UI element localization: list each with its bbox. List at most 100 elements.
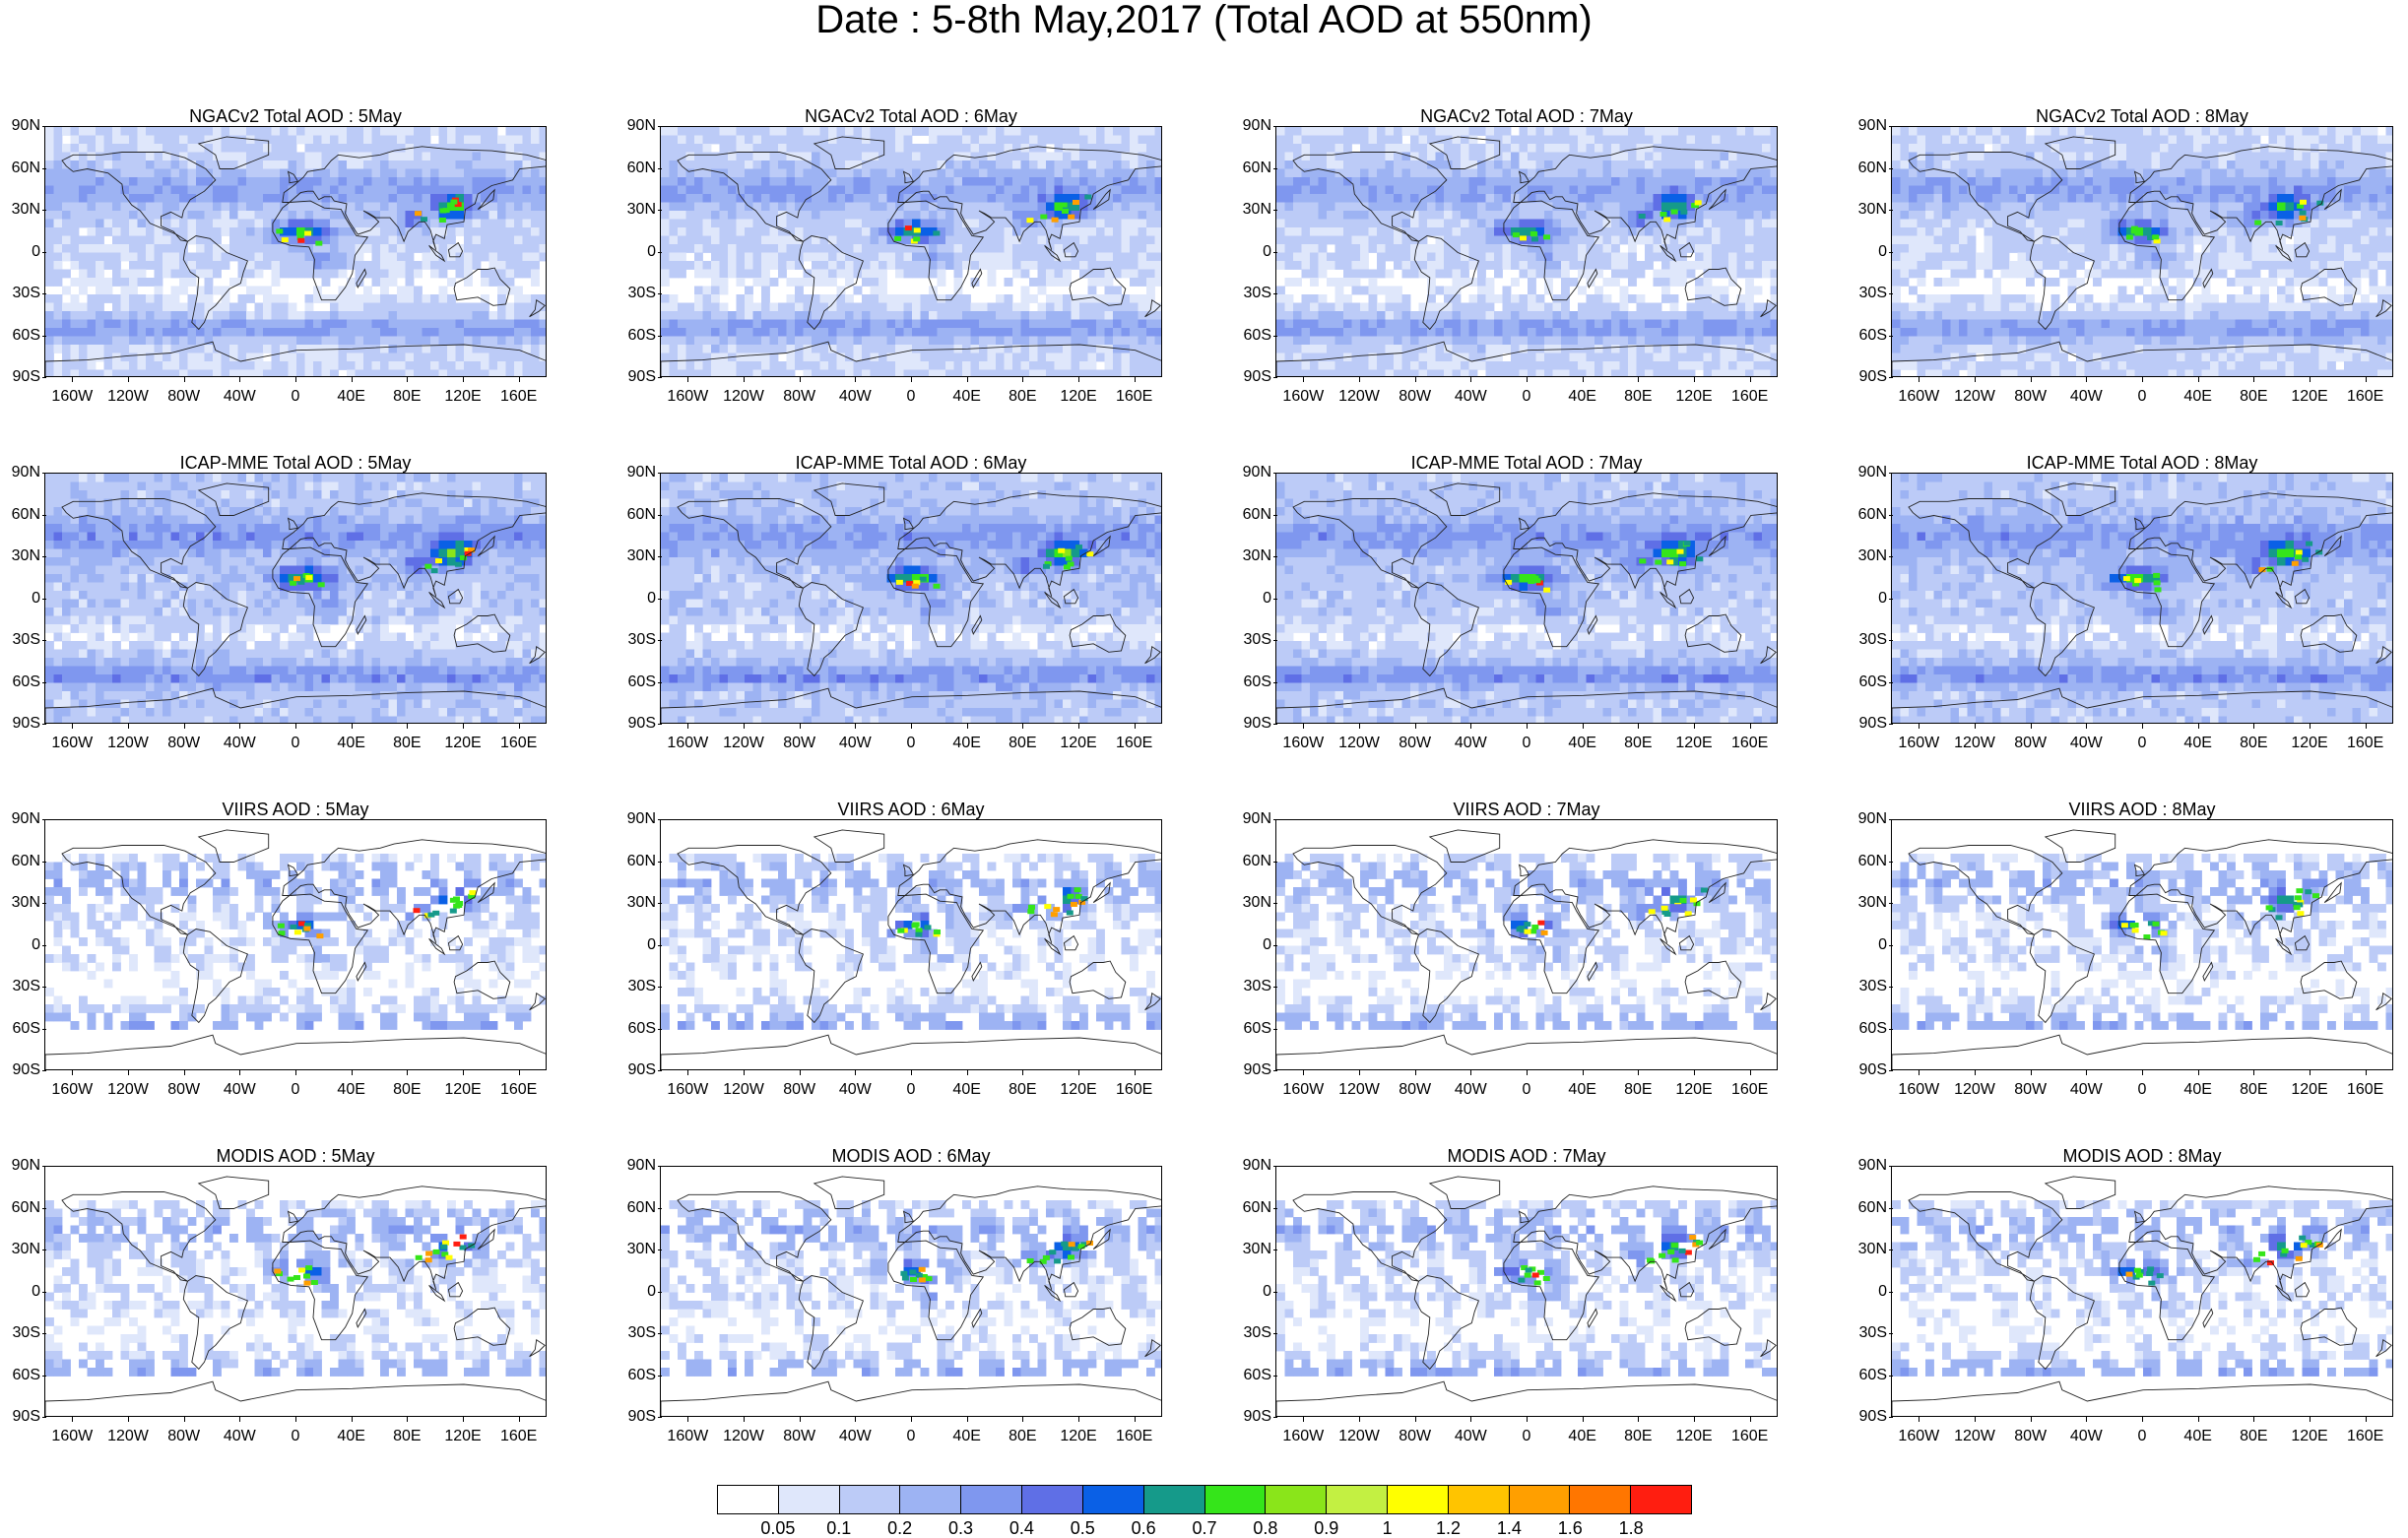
longitude-label: 80E [1613,1429,1662,1444]
longitude-tick [2142,724,2143,729]
longitude-label: 160W [663,1082,712,1098]
longitude-label: 120E [2285,389,2334,405]
colorbar-swatch [1266,1486,1328,1513]
longitude-label: 120W [1334,1082,1384,1098]
latitude-label: 0 [3,1283,40,1300]
panel-title: VIIRS AOD : 8May [1891,800,2393,819]
colorbar-swatch [1570,1486,1632,1513]
longitude-label: 0 [271,1429,320,1444]
longitude-tick [351,724,353,729]
longitude-label: 160E [1110,736,1159,751]
aod-cells [45,474,546,723]
aod-hotspots [895,545,1094,589]
longitude-tick [911,1070,912,1075]
longitude-label: 40E [1558,1429,1607,1444]
longitude-label: 120E [2285,736,2334,751]
colorbar-swatch [1631,1486,1691,1513]
longitude-tick [1078,1417,1079,1422]
latitude-label: 90S [1850,1409,1887,1425]
latitude-label: 0 [1850,1283,1887,1300]
longitude-label: 160E [2341,736,2390,751]
latitude-label: 60N [1234,1199,1271,1216]
latitude-tick [1273,1333,1277,1334]
latitude-label: 30S [1234,286,1271,301]
longitude-label: 40E [327,1429,376,1444]
latitude-tick [1889,681,1893,683]
aod-hotspots [1512,200,1702,242]
longitude-label: 80W [2006,1082,2055,1098]
longitude-tick [295,724,296,729]
longitude-label: 160E [1725,389,1775,405]
longitude-label: 80E [998,389,1047,405]
longitude-label: 80E [2229,1429,2278,1444]
latitude-tick [1273,210,1277,211]
latitude-label: 90S [1850,716,1887,732]
longitude-label: 80W [1391,736,1440,751]
longitude-tick [687,724,689,729]
latitude-tick [42,681,46,683]
latitude-label: 30N [618,1242,656,1257]
aod-field-svg [661,474,1161,723]
longitude-tick [2030,724,2032,729]
longitude-tick [911,724,912,729]
longitude-tick [128,1070,129,1075]
longitude-tick [855,1417,857,1422]
aod-map [660,126,1162,377]
latitude-label: 90N [618,118,656,134]
longitude-tick [407,724,409,729]
colorbar-swatch [1509,1486,1571,1513]
longitude-tick [1414,1417,1416,1422]
latitude-tick [1889,1070,1893,1071]
longitude-label: 40E [943,1082,992,1098]
colorbar-swatch [839,1486,901,1513]
latitude-tick [42,640,46,641]
longitude-label: 120W [1950,1429,1999,1444]
latitude-label: 0 [3,590,40,607]
longitude-tick [1749,724,1751,729]
longitude-label: 80E [998,1082,1047,1098]
longitude-tick [1582,377,1584,382]
longitude-tick [687,1070,689,1075]
longitude-tick [855,1070,857,1075]
latitude-tick [1273,251,1277,253]
latitude-tick [1273,681,1277,683]
aod-field-svg [1892,829,2392,1069]
longitude-tick [744,377,745,382]
colorbar-level-label: 0.5 [1058,1519,1107,1537]
latitude-tick [1273,473,1277,474]
longitude-label: 0 [2117,389,2167,405]
latitude-tick [1889,126,1893,127]
aod-map [1275,473,1778,724]
latitude-tick [1273,1291,1277,1293]
latitude-tick [658,1028,662,1030]
aod-map [44,1166,547,1417]
aod-field-svg [45,474,546,723]
longitude-label: 40W [1446,1082,1495,1098]
colorbar-level-label: 0.9 [1302,1519,1351,1537]
latitude-label: 90S [3,716,40,732]
longitude-tick [1414,377,1416,382]
latitude-tick [658,335,662,337]
map-panel: VIIRS AOD : 5May 90N 60N 30N 0 30S 60S 90S 160W 1… [12,800,586,1154]
longitude-label: 40W [215,736,264,751]
aod-cells [1892,854,2392,1030]
longitude-tick [239,377,241,382]
latitude-label: 90S [618,1062,656,1078]
longitude-label: 0 [271,1082,320,1098]
colorbar-level-label: 0.3 [937,1519,986,1537]
latitude-tick [42,377,46,378]
latitude-label: 0 [1234,590,1271,607]
longitude-tick [799,1417,801,1422]
longitude-tick [2086,377,2088,382]
longitude-tick [463,377,464,382]
panel-title: MODIS AOD : 5May [44,1146,547,1166]
latitude-tick [1273,903,1277,904]
latitude-tick [658,210,662,211]
latitude-tick [42,903,46,904]
longitude-label: 160E [2341,389,2390,405]
longitude-tick [1527,377,1528,382]
latitude-tick [1273,1166,1277,1167]
latitude-label: 90N [1850,811,1887,827]
coastlines [1276,829,1777,1069]
longitude-label: 160E [1110,1429,1159,1444]
